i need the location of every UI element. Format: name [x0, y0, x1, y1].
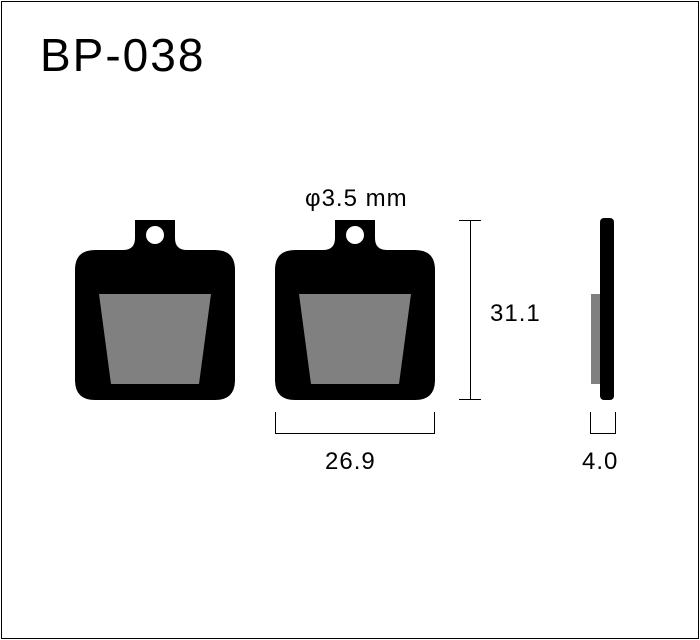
width-label: 26.9 [325, 448, 376, 476]
part-number-title: BP-038 [40, 28, 205, 82]
brake-pad-front-left [75, 220, 235, 400]
thickness-label: 4.0 [582, 448, 618, 476]
side-backplate [600, 218, 614, 400]
friction-material [99, 294, 211, 384]
height-label: 31.1 [490, 300, 541, 328]
height-dimension-bracket [470, 220, 492, 400]
brake-pad-front-right [275, 220, 435, 400]
mounting-hole [346, 226, 364, 244]
width-dimension-bracket [275, 412, 435, 434]
side-friction [591, 294, 600, 384]
mounting-hole [146, 226, 164, 244]
friction-material [299, 294, 411, 384]
brake-pad-side-view [590, 218, 616, 402]
thickness-dimension-bracket [590, 412, 616, 434]
hole-diameter-label: φ3.5 mm [305, 185, 408, 213]
